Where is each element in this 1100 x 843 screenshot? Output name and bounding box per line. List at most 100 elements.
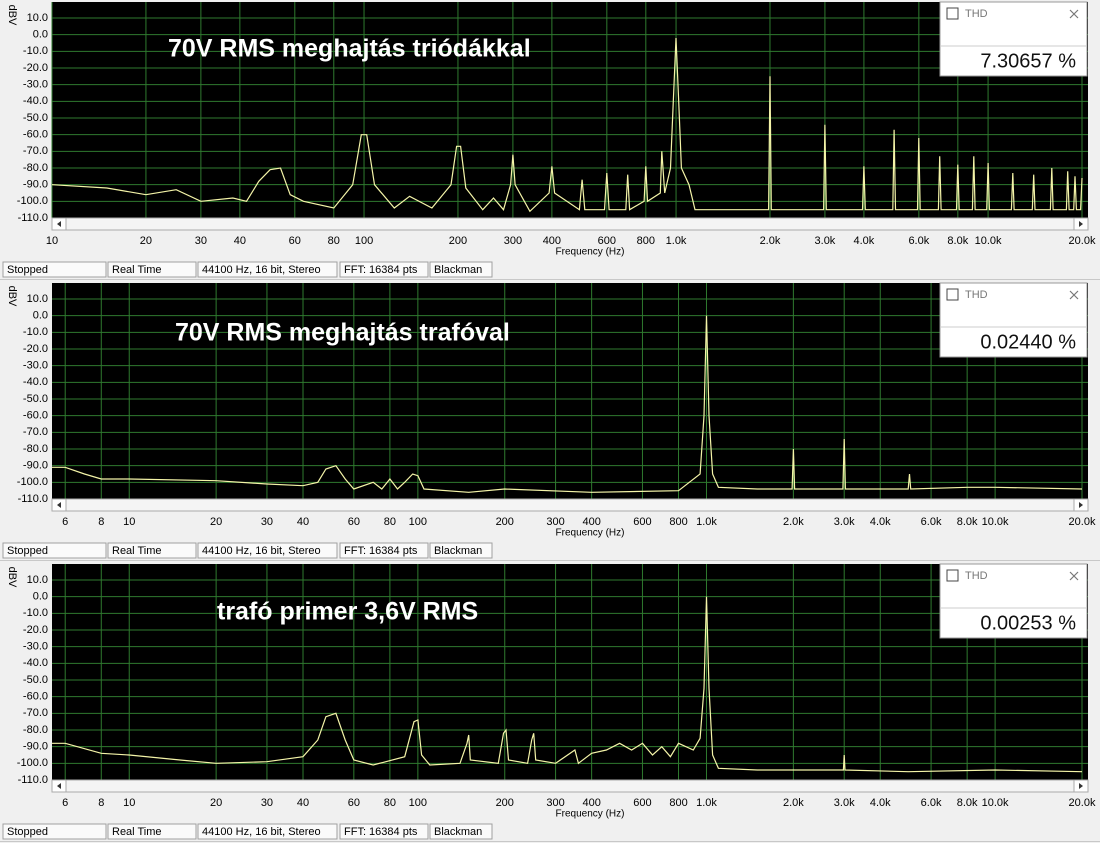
status-text: FFT: 16384 pts: [344, 545, 418, 557]
x-tick-label: 80: [328, 235, 340, 247]
arrow-right: [1079, 221, 1083, 227]
y-tick-label: -100.0: [17, 757, 48, 769]
thd-icon: [946, 7, 959, 20]
y-tick-label: 0.0: [33, 29, 48, 41]
x-tick-label: 400: [582, 797, 600, 809]
x-tick-label: 600: [633, 516, 651, 528]
x-tick-label: 200: [449, 235, 467, 247]
x-tick-label: 800: [669, 797, 687, 809]
y-tick-label: -80.0: [23, 724, 48, 736]
y-tick-label: -70.0: [23, 145, 48, 157]
x-tick-label: 60: [348, 516, 360, 528]
close-icon[interactable]: [1069, 290, 1079, 300]
x-tick-label: 600: [598, 235, 616, 247]
x-tick-label: 1.0k: [696, 797, 717, 809]
x-tick-label: 600: [633, 797, 651, 809]
x-tick-label: 4.0k: [870, 516, 891, 528]
status-cell: [339, 261, 429, 278]
y-tick-label: -70.0: [23, 707, 48, 719]
x-tick-label: 20: [140, 235, 152, 247]
annotation-title: 70V RMS meghajtás triódákkal: [168, 35, 531, 63]
thd-value: 0.00253 %: [980, 612, 1076, 634]
x-tick-label: 100: [409, 797, 427, 809]
status-text: FFT: 16384 pts: [344, 264, 418, 276]
x-axis-label: Frequency (Hz): [556, 247, 625, 258]
status-text: Blackman: [434, 264, 482, 276]
x-tick-label: 6.0k: [908, 235, 929, 247]
x-tick-label: 30: [195, 235, 207, 247]
spectrum-line: [52, 596, 1083, 773]
x-tick-label: 8: [98, 516, 104, 528]
x-tick-label: 1.0k: [696, 516, 717, 528]
x-tick-label: 20.0k: [1069, 797, 1096, 809]
x-tick-label: 3.0k: [834, 797, 855, 809]
status-cell: [197, 823, 338, 840]
arrow-left: [57, 221, 61, 227]
plot-background: [52, 564, 1088, 780]
y-tick-label: -50.0: [23, 393, 48, 405]
annotation-title: 70V RMS meghajtás trafóval: [175, 319, 510, 347]
status-text: Real Time: [112, 545, 162, 557]
x-tick-label: 10.0k: [982, 797, 1009, 809]
spectrum-line: [52, 37, 1083, 213]
x-tick-label: 8.0k: [947, 235, 968, 247]
x-tick-label: 20.0k: [1069, 235, 1096, 247]
status-cell: [2, 542, 107, 559]
y-tick-label: -40.0: [23, 95, 48, 107]
x-tick-label: 20: [210, 516, 222, 528]
status-cell: [339, 542, 429, 559]
y-tick-label: -90.0: [23, 741, 48, 753]
x-tick-label: 10: [123, 516, 135, 528]
scrollbar[interactable]: [51, 779, 1089, 793]
thd-value: 0.02440 %: [980, 331, 1076, 353]
status-cell: [2, 823, 107, 840]
status-cell: [429, 261, 493, 278]
plot-background: [52, 2, 1088, 218]
y-tick-label: -70.0: [23, 426, 48, 438]
y-tick-label: -50.0: [23, 112, 48, 124]
x-tick-label: 400: [543, 235, 561, 247]
x-tick-label: 100: [355, 235, 373, 247]
y-tick-label: -10.0: [23, 45, 48, 57]
x-tick-label: 4.0k: [870, 797, 891, 809]
scrollbar[interactable]: [51, 217, 1089, 231]
y-tick-label: -30.0: [23, 79, 48, 91]
arrow-right: [1079, 783, 1083, 789]
thd-icon: [946, 288, 959, 301]
arrow-left: [57, 783, 61, 789]
x-tick-label: 6.0k: [921, 516, 942, 528]
x-tick-label: 800: [669, 516, 687, 528]
x-tick-label: 300: [546, 516, 564, 528]
thd-label: THD: [965, 570, 988, 582]
x-tick-label: 10.0k: [982, 516, 1009, 528]
y-tick-label: -110.0: [18, 212, 48, 224]
status-cell: [107, 542, 197, 559]
x-tick-label: 6: [62, 797, 68, 809]
y-tick-label: -40.0: [23, 657, 48, 669]
status-cell: [197, 261, 338, 278]
status-cell: [107, 823, 197, 840]
x-tick-label: 20: [210, 797, 222, 809]
x-tick-label: 6: [62, 516, 68, 528]
status-text: 44100 Hz, 16 bit, Stereo: [202, 545, 321, 557]
spectrum-line: [52, 315, 1083, 493]
thd-label: THD: [965, 289, 988, 301]
y-tick-label: -90.0: [23, 179, 48, 191]
thd-box: [939, 282, 1088, 358]
close-icon[interactable]: [1069, 571, 1079, 581]
close-icon[interactable]: [1069, 9, 1079, 19]
y-tick-label: -50.0: [23, 674, 48, 686]
status-text: Stopped: [7, 826, 48, 838]
x-axis-label: Frequency (Hz): [556, 528, 625, 539]
x-tick-label: 60: [348, 797, 360, 809]
y-tick-label: -20.0: [23, 624, 48, 636]
y-tick-label: -80.0: [23, 162, 48, 174]
thd-box: [939, 1, 1088, 77]
x-tick-label: 2.0k: [760, 235, 781, 247]
x-tick-label: 10: [123, 797, 135, 809]
scrollbar[interactable]: [51, 498, 1089, 512]
x-tick-label: 20.0k: [1069, 516, 1096, 528]
y-axis-label: dBV: [6, 567, 18, 588]
x-tick-label: 30: [261, 516, 273, 528]
